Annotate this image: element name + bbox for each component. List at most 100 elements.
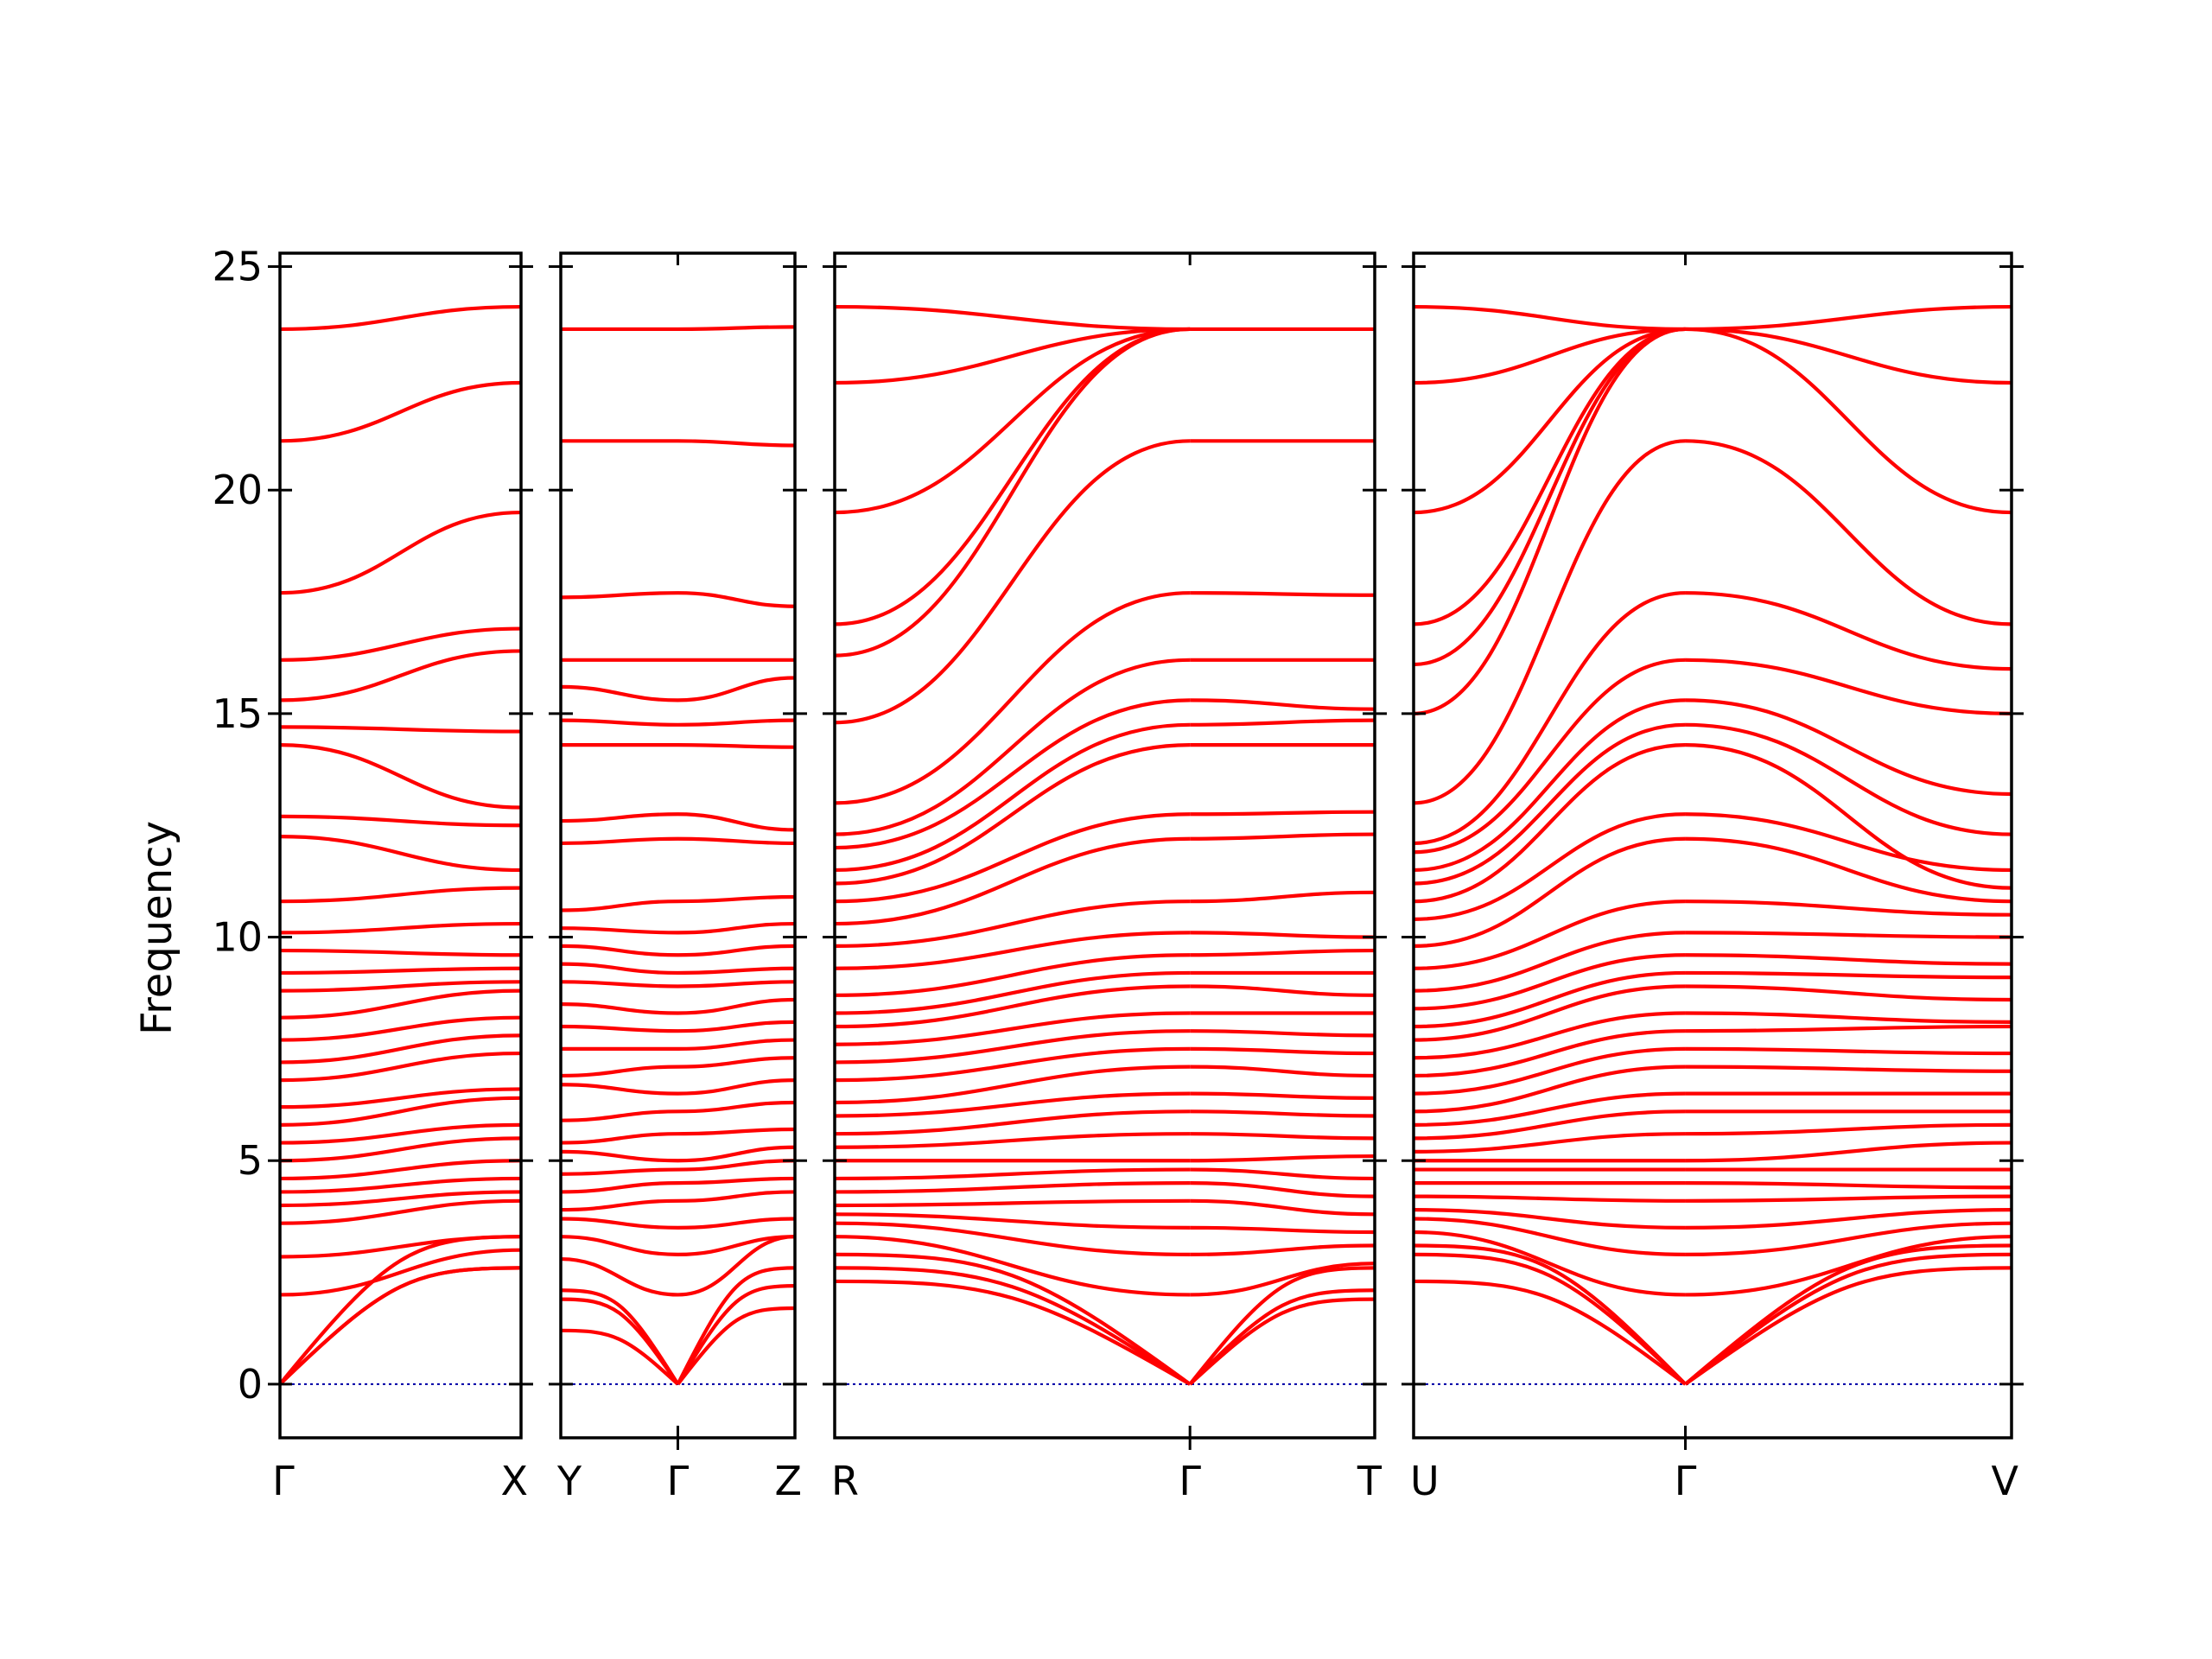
band-line — [1190, 1029, 1376, 1038]
band-line — [677, 980, 796, 988]
band-line — [677, 1038, 796, 1051]
band-line — [279, 1015, 522, 1042]
band-line — [279, 1122, 522, 1145]
band-line — [1190, 718, 1376, 727]
band-line — [1685, 742, 2012, 890]
band-line — [1684, 1266, 2012, 1386]
band-line — [1685, 1011, 2012, 1024]
band-line — [1190, 948, 1376, 957]
x-tick-label: V — [1992, 1458, 2019, 1504]
band-line — [1413, 327, 1686, 515]
band-line — [834, 1198, 1191, 1208]
band-line — [1685, 658, 2012, 715]
band-line — [677, 1176, 796, 1185]
band-line — [834, 327, 1191, 385]
band-line — [1685, 722, 2012, 836]
band-line — [1685, 439, 2012, 626]
band-line — [1413, 591, 1686, 846]
band-line — [1684, 1252, 2012, 1386]
x-tick-label: Γ — [667, 1458, 690, 1504]
band-line — [1685, 327, 2012, 385]
band-line — [560, 1181, 678, 1194]
band-line — [279, 742, 522, 810]
band-line — [560, 1024, 678, 1033]
band-line — [1413, 1252, 1687, 1386]
y-tick-label: 20 — [212, 467, 263, 513]
band-line — [1190, 1065, 1376, 1078]
band-line — [1685, 953, 2012, 966]
band-line — [1190, 1225, 1376, 1235]
band-line — [1684, 1243, 2012, 1386]
band-line — [1413, 931, 1686, 993]
y-tick-label: 25 — [212, 244, 263, 290]
band-line — [1685, 1046, 2012, 1056]
band-line — [560, 1109, 678, 1122]
band-line — [1413, 836, 1686, 949]
band-line — [677, 1190, 796, 1203]
band-line — [560, 926, 678, 935]
band-line — [834, 1266, 1192, 1386]
band-line — [1190, 1154, 1376, 1163]
band-line — [677, 591, 796, 608]
panel-frame — [559, 251, 797, 1440]
band-line — [1413, 327, 1686, 715]
band-line — [1413, 1208, 1686, 1230]
band-line — [1190, 1132, 1376, 1141]
band-line — [1685, 836, 2012, 904]
band-line — [1685, 698, 2012, 797]
band-line — [279, 835, 522, 873]
band-line — [560, 1235, 678, 1256]
band-line — [1685, 304, 2012, 332]
band-line — [1190, 810, 1376, 817]
band-line — [279, 649, 522, 702]
x-tick-label: U — [1410, 1458, 1440, 1504]
band-line — [834, 812, 1191, 904]
band-line — [677, 439, 796, 448]
panel-frame — [1412, 251, 2013, 1440]
x-tick-label: T — [1357, 1458, 1382, 1504]
band-line — [1685, 591, 2012, 671]
band-line — [834, 591, 1191, 805]
band-line — [279, 1136, 522, 1163]
band-line — [279, 380, 522, 443]
band-line — [279, 814, 522, 828]
band-line — [1413, 1011, 1686, 1060]
band-line — [279, 1159, 522, 1181]
band-line — [1190, 1198, 1376, 1217]
band-line — [1413, 327, 1686, 626]
band-line — [834, 970, 1191, 1015]
band-line — [1685, 1122, 2012, 1136]
band-line — [1190, 1181, 1376, 1198]
band-line — [834, 698, 1191, 850]
y-tick-label: 5 — [238, 1137, 263, 1184]
panel-frame — [833, 251, 1376, 1440]
band-line — [1190, 1109, 1376, 1118]
band-line — [560, 1288, 680, 1386]
band-line — [279, 1176, 522, 1194]
band-line — [560, 1167, 678, 1176]
band-line — [1413, 698, 1686, 873]
band-line — [279, 1051, 522, 1083]
band-line — [677, 894, 796, 904]
band-line — [279, 1033, 522, 1065]
band-line — [560, 1198, 678, 1212]
band-line — [279, 886, 522, 904]
band-line — [676, 1306, 796, 1386]
band-line — [1413, 1132, 1686, 1154]
band-line — [677, 742, 796, 749]
band-line — [560, 1256, 678, 1297]
band-line — [1190, 984, 1376, 997]
band-line — [834, 1011, 1191, 1046]
band-line — [279, 1087, 522, 1109]
band-line — [1685, 1065, 2012, 1073]
band-line — [279, 988, 522, 1020]
band-line — [279, 966, 522, 976]
band-line — [279, 1190, 522, 1208]
band-line — [834, 984, 1191, 1029]
band-line — [1413, 304, 1686, 332]
band-line — [1413, 658, 1686, 855]
band-line — [1188, 1266, 1376, 1386]
x-tick-label: Y — [556, 1458, 582, 1504]
